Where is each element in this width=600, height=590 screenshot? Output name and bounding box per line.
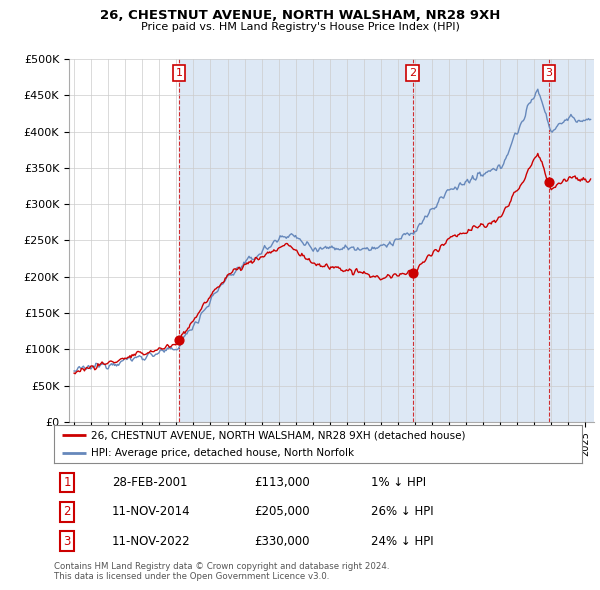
Text: 28-FEB-2001: 28-FEB-2001 [112, 476, 188, 489]
Point [175, 335, 184, 345]
Text: £113,000: £113,000 [254, 476, 310, 489]
Bar [413, 59, 549, 422]
Bar [179, 59, 413, 422]
Text: 26% ↓ HPI: 26% ↓ HPI [371, 505, 433, 519]
Text: 1: 1 [64, 476, 71, 489]
Text: 11-NOV-2014: 11-NOV-2014 [112, 505, 191, 519]
Point [544, 178, 554, 187]
Text: 26, CHESTNUT AVENUE, NORTH WALSHAM, NR28 9XH (detached house): 26, CHESTNUT AVENUE, NORTH WALSHAM, NR28… [91, 430, 466, 440]
Text: 26, CHESTNUT AVENUE, NORTH WALSHAM, NR28 9XH: 26, CHESTNUT AVENUE, NORTH WALSHAM, NR28… [100, 9, 500, 22]
Text: 11-NOV-2022: 11-NOV-2022 [112, 535, 191, 548]
Point [408, 268, 418, 278]
Text: Contains HM Land Registry data © Crown copyright and database right 2024.
This d: Contains HM Land Registry data © Crown c… [54, 562, 389, 581]
Text: 3: 3 [64, 535, 71, 548]
Text: 1: 1 [176, 68, 182, 78]
Text: £330,000: £330,000 [254, 535, 310, 548]
Text: 3: 3 [545, 68, 553, 78]
Text: 1% ↓ HPI: 1% ↓ HPI [371, 476, 426, 489]
Bar [549, 59, 594, 422]
Text: 2: 2 [64, 505, 71, 519]
Text: Price paid vs. HM Land Registry's House Price Index (HPI): Price paid vs. HM Land Registry's House … [140, 22, 460, 32]
Text: HPI: Average price, detached house, North Norfolk: HPI: Average price, detached house, Nort… [91, 448, 354, 458]
Text: £205,000: £205,000 [254, 505, 310, 519]
Text: 24% ↓ HPI: 24% ↓ HPI [371, 535, 433, 548]
Text: 2: 2 [409, 68, 416, 78]
